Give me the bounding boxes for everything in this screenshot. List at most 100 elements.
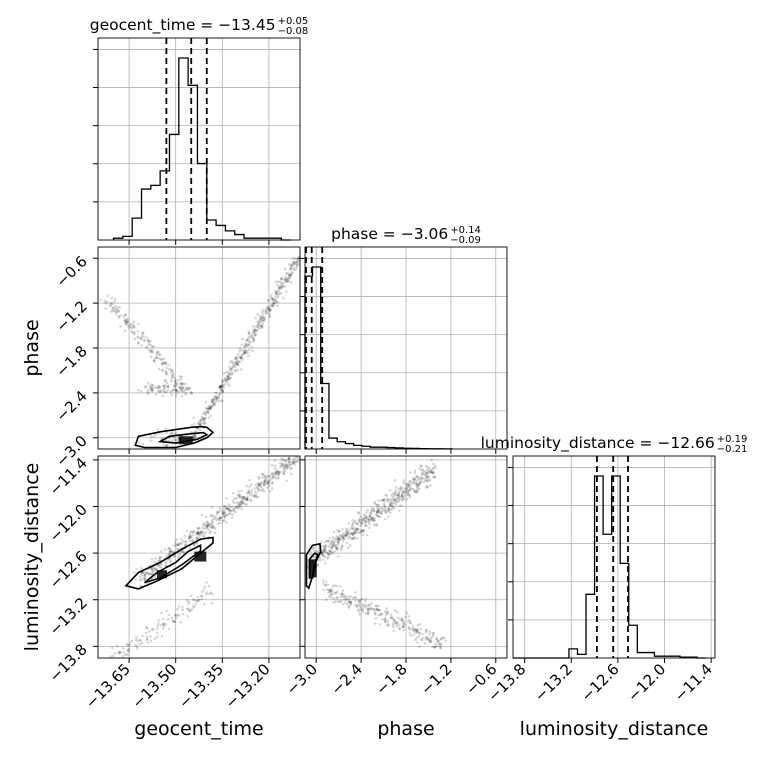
sample-point — [240, 495, 243, 499]
sample-point — [151, 569, 154, 572]
sample-point — [351, 537, 355, 540]
sample-point — [206, 521, 209, 524]
sample-point — [350, 537, 354, 541]
sample-point — [420, 638, 424, 642]
sample-point — [228, 360, 232, 363]
sample-point — [110, 310, 113, 313]
sample-point — [326, 556, 329, 560]
sample-point — [367, 517, 371, 520]
sample-point — [177, 543, 180, 547]
sample-point — [243, 495, 247, 499]
sample-point — [225, 371, 228, 374]
sample-point — [151, 351, 155, 354]
sample-point — [260, 315, 263, 318]
sample-point — [406, 619, 410, 623]
sample-point — [262, 318, 266, 321]
sample-point — [154, 356, 157, 360]
x-axis-geocent_time-tick-label: −13.20 — [222, 660, 274, 712]
sample-point — [367, 603, 371, 607]
sample-point — [200, 415, 204, 419]
sample-point — [161, 362, 164, 366]
sample-point — [377, 503, 381, 507]
sample-point — [278, 470, 282, 474]
sample-point — [401, 489, 405, 493]
sample-point — [262, 489, 266, 493]
sample-point — [203, 421, 207, 425]
sample-point — [362, 516, 365, 520]
sample-point — [283, 285, 286, 289]
sample-point — [153, 566, 156, 570]
sample-point — [150, 349, 154, 352]
sample-point — [390, 508, 393, 511]
sample-point — [257, 488, 261, 491]
sample-point — [414, 638, 417, 642]
sample-point — [413, 469, 417, 472]
sample-point — [274, 298, 278, 301]
sample-point — [164, 384, 167, 387]
sample-point — [192, 530, 196, 533]
sample-point — [401, 625, 405, 628]
sample-point — [161, 369, 164, 372]
sample-point — [160, 611, 163, 615]
sample-point — [197, 536, 200, 540]
sample-point — [336, 528, 339, 532]
sample-point — [144, 631, 148, 635]
sample-point — [407, 483, 410, 487]
sample-point — [294, 268, 298, 272]
sample-point — [225, 513, 228, 517]
sample-point — [427, 475, 431, 478]
sample-point — [99, 298, 103, 302]
sample-point — [155, 635, 159, 639]
sample-point — [211, 524, 215, 528]
sample-point — [208, 524, 212, 528]
sample-point — [326, 551, 330, 555]
sample-point — [150, 628, 154, 632]
sample-point — [271, 475, 275, 479]
sample-point — [195, 532, 198, 536]
sample-point — [364, 516, 368, 520]
sample-point — [287, 466, 290, 469]
sample-point — [337, 529, 341, 533]
sample-point — [375, 510, 379, 514]
sample-point — [393, 492, 396, 496]
sample-point — [277, 290, 281, 293]
sample-point — [374, 613, 377, 616]
sample-point — [150, 383, 153, 386]
sample-point — [161, 368, 164, 372]
sample-point — [323, 549, 326, 553]
sample-point — [345, 531, 348, 535]
sample-point — [332, 530, 336, 534]
sample-point — [319, 540, 323, 544]
sample-point — [239, 504, 243, 508]
sample-point — [142, 574, 146, 577]
sample-point — [267, 306, 270, 310]
sample-point — [165, 372, 168, 376]
sample-point — [218, 392, 221, 396]
hist-phase-grid — [315, 247, 497, 449]
sample-point — [205, 525, 209, 528]
sample-point — [329, 595, 333, 599]
sample-point — [337, 536, 340, 540]
sample-point — [268, 307, 272, 311]
sample-point — [232, 361, 235, 365]
sample-point — [433, 645, 437, 649]
sample-point — [226, 375, 230, 379]
x-axis-geocent_time-tick-label: −13.65 — [82, 660, 134, 712]
sample-point — [222, 509, 226, 513]
sample-point — [260, 476, 264, 480]
sample-point — [209, 407, 212, 411]
sample-point — [128, 323, 131, 326]
sample-point — [166, 385, 170, 389]
sample-point — [367, 606, 370, 610]
sample-point — [164, 562, 168, 565]
sample-point — [328, 590, 332, 594]
sample-point — [424, 465, 428, 468]
sample-point — [183, 544, 187, 547]
sample-point — [179, 388, 183, 391]
sample-point — [346, 532, 349, 536]
sample-point — [425, 628, 428, 632]
sample-point — [357, 519, 360, 522]
sample-point — [328, 549, 332, 553]
sample-point — [351, 533, 355, 537]
sample-point — [222, 512, 226, 516]
